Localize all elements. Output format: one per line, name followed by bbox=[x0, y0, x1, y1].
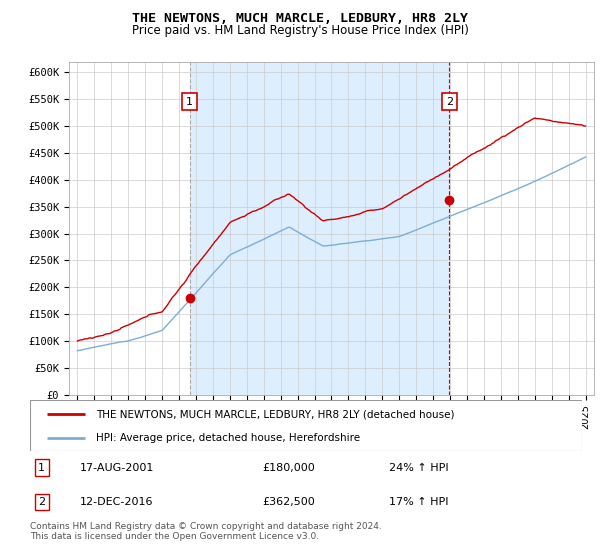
Text: THE NEWTONS, MUCH MARCLE, LEDBURY, HR8 2LY (detached house): THE NEWTONS, MUCH MARCLE, LEDBURY, HR8 2… bbox=[96, 409, 455, 419]
Text: 1: 1 bbox=[186, 96, 193, 106]
Text: 17-AUG-2001: 17-AUG-2001 bbox=[80, 463, 154, 473]
Text: 12-DEC-2016: 12-DEC-2016 bbox=[80, 497, 153, 507]
Text: £362,500: £362,500 bbox=[262, 497, 314, 507]
Text: 24% ↑ HPI: 24% ↑ HPI bbox=[389, 463, 448, 473]
Text: HPI: Average price, detached house, Herefordshire: HPI: Average price, detached house, Here… bbox=[96, 433, 361, 443]
Text: 2: 2 bbox=[446, 96, 453, 106]
Text: THE NEWTONS, MUCH MARCLE, LEDBURY, HR8 2LY: THE NEWTONS, MUCH MARCLE, LEDBURY, HR8 2… bbox=[132, 12, 468, 25]
Text: 2: 2 bbox=[38, 497, 46, 507]
Text: Price paid vs. HM Land Registry's House Price Index (HPI): Price paid vs. HM Land Registry's House … bbox=[131, 24, 469, 36]
Text: Contains HM Land Registry data © Crown copyright and database right 2024.
This d: Contains HM Land Registry data © Crown c… bbox=[30, 522, 382, 542]
FancyBboxPatch shape bbox=[30, 400, 582, 451]
Text: £180,000: £180,000 bbox=[262, 463, 314, 473]
Text: 1: 1 bbox=[38, 463, 45, 473]
Bar bbox=[190, 62, 449, 395]
Text: 17% ↑ HPI: 17% ↑ HPI bbox=[389, 497, 448, 507]
